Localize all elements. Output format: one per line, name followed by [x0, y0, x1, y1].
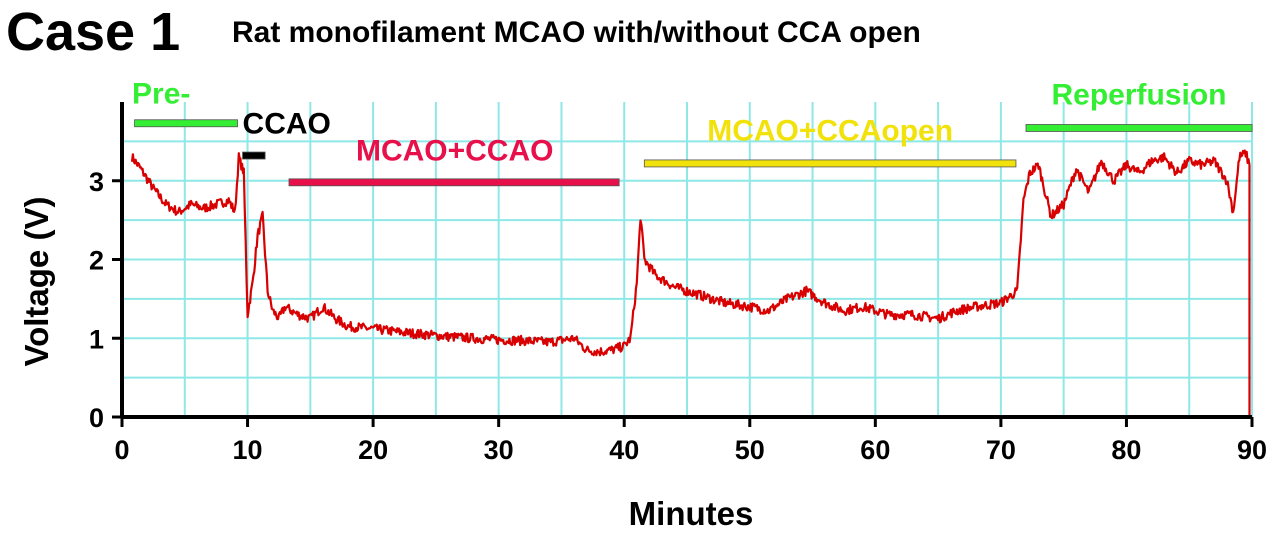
- y-tick-label: 0: [89, 403, 104, 433]
- x-tick-label: 70: [986, 435, 1016, 465]
- y-axis-title: Voltage (V): [18, 197, 55, 367]
- annotation-label: Pre-: [132, 78, 190, 111]
- trace-layer: [130, 149, 1251, 417]
- x-tick-label: 10: [233, 435, 263, 465]
- annotation-bar: [643, 159, 1017, 168]
- axis-layer: [112, 102, 1254, 427]
- x-tick-label: 0: [114, 435, 129, 465]
- label-layer: 0 10 20 30 40 50 60 70 80 90 0 1 2 3 Minutes Voltage (V…: [18, 167, 1267, 532]
- annotation-label: MCAO+CCAO: [356, 134, 554, 167]
- x-tick-label: 60: [860, 435, 890, 465]
- annotation-layer: Pre- CCAO MCAO+CCAO MCAO+CCAopen Reperfusion: [132, 78, 1253, 187]
- x-axis-title: Minutes: [629, 495, 754, 532]
- x-tick-label: 50: [735, 435, 765, 465]
- annotation-bar: [1025, 124, 1253, 132]
- annotation-bar: [242, 151, 266, 160]
- x-tick-label: 40: [609, 435, 639, 465]
- grid-layer: [122, 102, 1253, 417]
- annotation-bar: [134, 119, 238, 128]
- voltage-trace: [130, 149, 1251, 357]
- x-tick-label: 80: [1111, 435, 1141, 465]
- annotation-label: MCAO+CCAopen: [707, 115, 953, 148]
- x-tick-label: 30: [484, 435, 514, 465]
- case-label: Case 1: [6, 2, 181, 62]
- x-tick-label: 90: [1237, 435, 1267, 465]
- annotation-label: Reperfusion: [1051, 78, 1226, 111]
- y-tick-label: 1: [89, 324, 104, 354]
- annotation-bar: [288, 178, 620, 187]
- y-tick-label: 3: [89, 167, 104, 197]
- chart-title: Rat monofilament MCAO with/without CCA o…: [232, 16, 921, 49]
- annotation-label: CCAO: [243, 108, 331, 141]
- y-tick-label: 2: [89, 246, 104, 276]
- x-tick-label: 20: [358, 435, 388, 465]
